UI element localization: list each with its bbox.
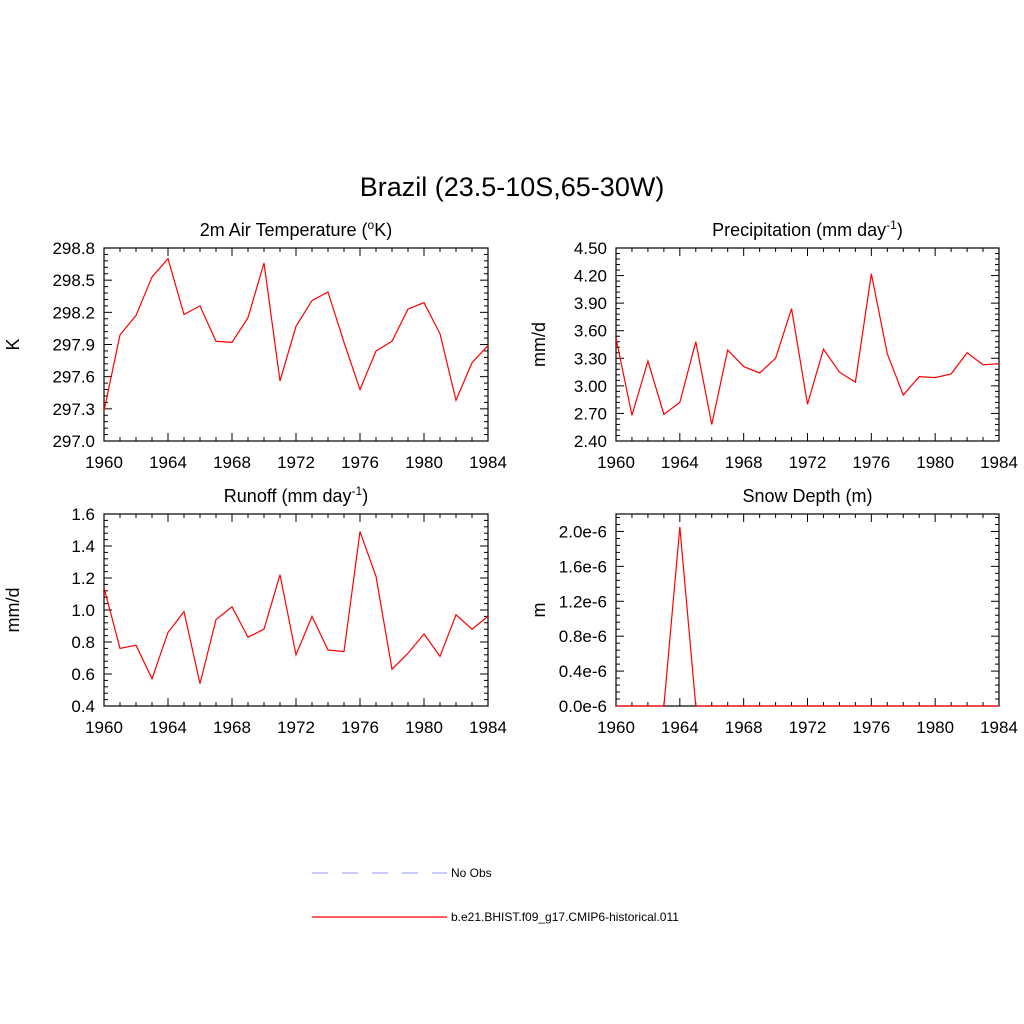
- y-tick-label: 0.8: [71, 633, 95, 652]
- y-tick-label: 298.5: [52, 271, 95, 290]
- legend-label-2: b.e21.BHIST.f09_g17.CMIP6-historical.011: [451, 910, 679, 924]
- panel-title-text: Runoff (mm day: [224, 486, 352, 506]
- x-tick-label: 1960: [85, 453, 123, 472]
- panel-title: Snow Depth (m): [742, 486, 872, 506]
- x-tick-label: 1960: [85, 718, 123, 737]
- y-tick-label: 0.6: [71, 665, 95, 684]
- panel-title-text: Precipitation (mm day: [712, 220, 886, 240]
- y-tick-label: 0.4: [71, 697, 95, 716]
- plot-frame: [103, 513, 489, 707]
- panel-snow-depth: 1960 1964 1968 1972 1976 1980 1984 0.0e-6 0.4e-6…: [529, 486, 1018, 737]
- series-line: [616, 527, 999, 707]
- y-tick-label: 298.8: [52, 239, 95, 258]
- x-tick-label: 1964: [661, 453, 699, 472]
- y-tick-label: 3.30: [574, 349, 607, 368]
- y-tick-label: 1.2: [71, 569, 95, 588]
- x-tick-label: 1972: [789, 453, 827, 472]
- panel-title-superscript: o: [368, 218, 375, 232]
- x-tick-label: 1984: [469, 453, 507, 472]
- x-tick-label: 1972: [789, 718, 827, 737]
- y-tick-label: 2.0e-6: [559, 522, 607, 541]
- panel-temperature: 1960 1964 1968 1972 1976 1980 1984 297.0 297.3 29…: [3, 218, 507, 472]
- x-tick-label: 1964: [149, 718, 187, 737]
- y-tick-label: 2.70: [574, 404, 607, 423]
- x-tick-label: 1976: [341, 453, 379, 472]
- x-tick-label: 1960: [597, 453, 635, 472]
- y-tick-label: 1.0: [71, 601, 95, 620]
- x-tick-label: 1964: [661, 718, 699, 737]
- x-tick-label: 1980: [916, 453, 954, 472]
- y-tick-label: 297.9: [52, 336, 95, 355]
- x-tick-label: 1972: [277, 718, 315, 737]
- legend-label-1: No Obs: [451, 866, 492, 880]
- panel-title-text: 2m Air Temperature (: [200, 220, 368, 240]
- y-tick-label: 2.40: [574, 432, 607, 451]
- panel-title-suffix: ): [362, 486, 368, 506]
- x-tick-label: 1968: [213, 453, 251, 472]
- y-tick-label: 1.4: [71, 537, 95, 556]
- legend: No Obs b.e21.BHIST.f09_g17.CMIP6-historic…: [312, 866, 679, 924]
- y-axis-label: m: [529, 603, 549, 618]
- y-tick-label: 3.60: [574, 322, 607, 341]
- x-tick-label: 1968: [213, 718, 251, 737]
- panel-title-superscript: -1: [886, 218, 897, 232]
- y-tick-label: 1.6e-6: [559, 557, 607, 576]
- x-tick-label: 1964: [149, 453, 187, 472]
- y-tick-label: 3.90: [574, 294, 607, 313]
- x-tick-label: 1976: [852, 718, 890, 737]
- y-tick-label: 1.6: [71, 505, 95, 524]
- x-tick-label: 1980: [916, 718, 954, 737]
- panels: 1960 1964 1968 1972 1976 1980 1984 297.0 297.3 29…: [3, 218, 1018, 737]
- y-tick-label: 0.0e-6: [559, 697, 607, 716]
- panel-title: 2m Air Temperature (oK): [200, 218, 392, 240]
- y-tick-label: 297.6: [52, 368, 95, 387]
- panel-runoff: 1960 1964 1968 1972 1976 1980 1984 0.4 0.6 0.8 1.0…: [3, 484, 507, 737]
- series-line: [103, 257, 489, 412]
- panel-title: Precipitation (mm day-1): [712, 218, 903, 240]
- y-tick-label: 0.8e-6: [559, 627, 607, 646]
- y-tick-label: 1.2e-6: [559, 592, 607, 611]
- panel-title-superscript: -1: [352, 484, 363, 498]
- y-axis-label: mm/d: [529, 322, 549, 367]
- x-tick-label: 1984: [980, 718, 1018, 737]
- y-axis-label: K: [3, 338, 23, 350]
- y-tick-label: 4.50: [574, 239, 607, 258]
- plot-frame: [615, 247, 1000, 442]
- x-tick-label: 1980: [405, 718, 443, 737]
- x-tick-label: 1968: [725, 453, 763, 472]
- y-tick-label: 298.2: [52, 303, 95, 322]
- x-tick-label: 1980: [405, 453, 443, 472]
- series-line: [615, 273, 1000, 425]
- y-tick-label: 0.4e-6: [559, 662, 607, 681]
- x-tick-label: 1984: [980, 453, 1018, 472]
- y-tick-label: 3.00: [574, 377, 607, 396]
- panel-precipitation: 1960 1964 1968 1972 1976 1980 1984 2.40 2.70 3.00…: [529, 218, 1018, 472]
- figure-title: Brazil (23.5-10S,65-30W): [360, 172, 665, 202]
- y-tick-label: 297.3: [52, 400, 95, 419]
- panel-title-suffix: K): [374, 220, 392, 240]
- panel-title: Runoff (mm day-1): [224, 484, 368, 506]
- plot-frame: [103, 247, 489, 442]
- x-tick-label: 1976: [852, 453, 890, 472]
- y-tick-label: 297.0: [52, 432, 95, 451]
- y-tick-label: 4.20: [574, 267, 607, 286]
- x-tick-label: 1984: [469, 718, 507, 737]
- x-tick-label: 1960: [597, 718, 635, 737]
- plot-frame: [615, 513, 1000, 707]
- series-line: [103, 531, 489, 684]
- x-tick-label: 1972: [277, 453, 315, 472]
- x-tick-label: 1976: [341, 718, 379, 737]
- y-axis-label: mm/d: [3, 588, 23, 633]
- x-tick-label: 1968: [725, 718, 763, 737]
- panel-title-text: Snow Depth (m): [742, 486, 872, 506]
- panel-title-suffix: ): [897, 220, 903, 240]
